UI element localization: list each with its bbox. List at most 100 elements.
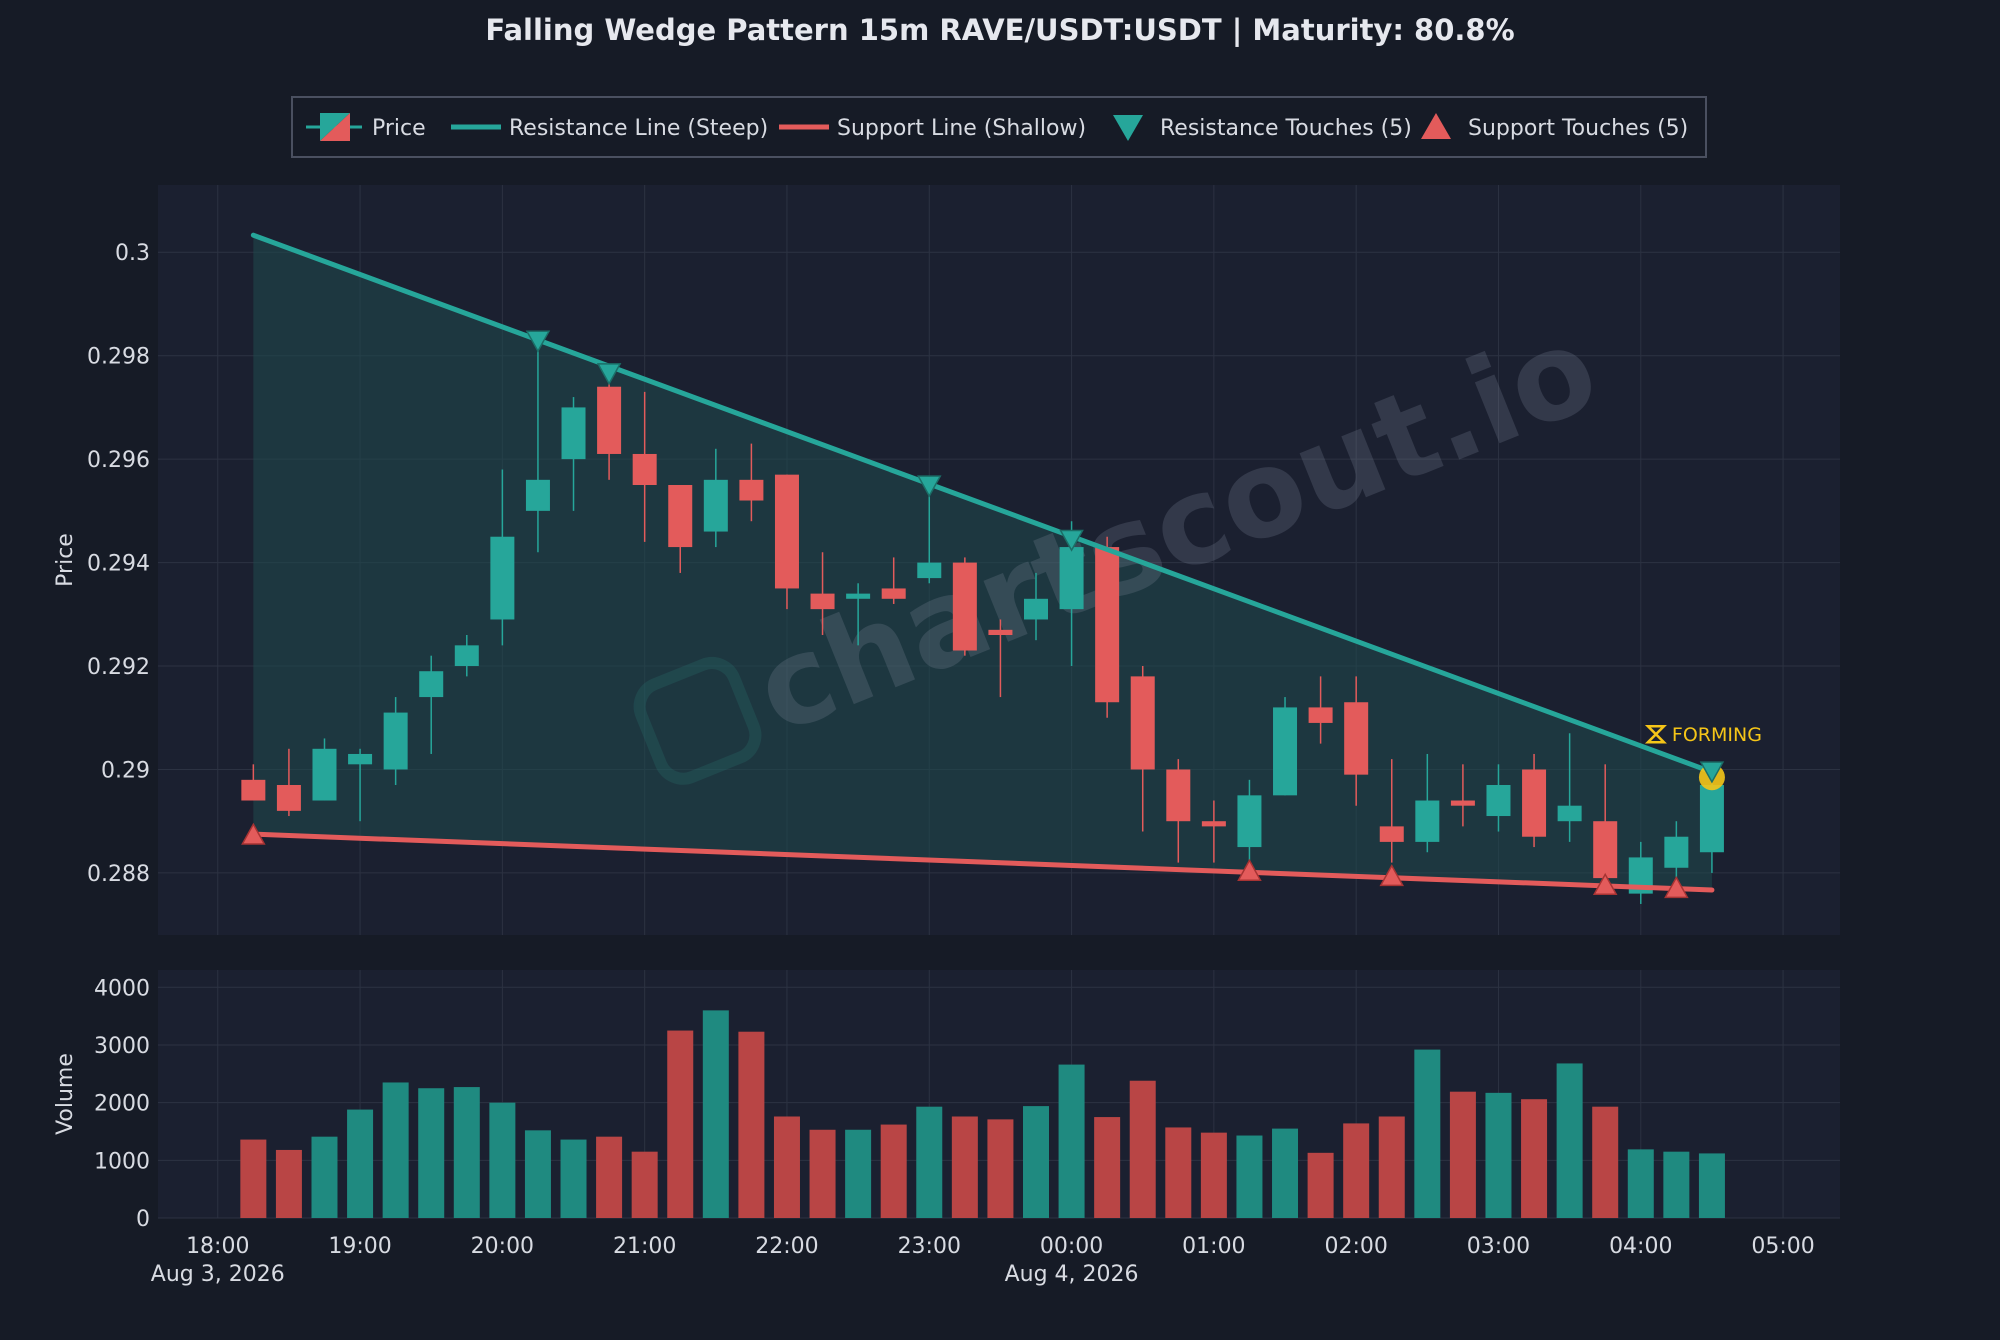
legend-box bbox=[291, 96, 1707, 158]
candle-body bbox=[703, 479, 728, 532]
candle-body bbox=[312, 748, 337, 801]
volume-tick-label: 4000 bbox=[94, 976, 150, 1001]
candle-body bbox=[1237, 795, 1262, 848]
candle-body bbox=[739, 479, 764, 501]
support-touch-marker bbox=[1379, 864, 1405, 887]
volume-bar bbox=[275, 1149, 302, 1218]
volume-bar bbox=[631, 1151, 658, 1218]
candle-body bbox=[988, 629, 1013, 635]
volume-axis-label: Volume bbox=[53, 1053, 78, 1135]
volume-bar bbox=[1627, 1149, 1654, 1218]
price-tick-label: 0.288 bbox=[87, 862, 150, 887]
support-line bbox=[250, 831, 1715, 893]
legend-label: Support Line (Shallow) bbox=[837, 116, 1086, 141]
price-tick-label: 0.292 bbox=[87, 655, 150, 680]
candle-body bbox=[810, 593, 835, 610]
candle-body bbox=[952, 562, 977, 651]
time-tick-label: 22:00 bbox=[755, 1234, 818, 1259]
watermark-logo-icon bbox=[633, 657, 762, 785]
candle-body bbox=[1415, 800, 1440, 842]
time-tick-label: 00:00 bbox=[1040, 1234, 1103, 1259]
candle-body bbox=[1059, 547, 1084, 610]
volume-bar bbox=[1129, 1080, 1156, 1218]
volume-bar bbox=[524, 1130, 551, 1218]
support-touch-marker bbox=[241, 822, 266, 845]
candle-body bbox=[1486, 785, 1511, 817]
volume-bar bbox=[1343, 1123, 1370, 1218]
volume-bar bbox=[1022, 1106, 1049, 1218]
candle-body bbox=[1273, 707, 1298, 796]
legend-label: Support Touches (5) bbox=[1468, 116, 1688, 141]
resistance-touch-marker bbox=[1059, 529, 1084, 552]
time-tick-label: 03:00 bbox=[1467, 1234, 1530, 1259]
candle-body bbox=[419, 671, 444, 698]
volume-bar bbox=[809, 1129, 836, 1218]
resistance-touch-marker bbox=[916, 475, 942, 498]
volume-bar bbox=[1414, 1049, 1441, 1218]
candle-body bbox=[241, 779, 266, 801]
volume-bar bbox=[1200, 1132, 1227, 1218]
volume-bar bbox=[1094, 1117, 1121, 1218]
hourglass-shape bbox=[1644, 724, 1667, 744]
candle-body bbox=[774, 474, 799, 589]
volume-bar bbox=[702, 1010, 729, 1218]
date-label: Aug 4, 2026 bbox=[1005, 1262, 1139, 1287]
candle-body bbox=[632, 453, 657, 485]
volume-bar bbox=[240, 1139, 267, 1218]
candle-body bbox=[881, 588, 906, 599]
support-touch-marker bbox=[1664, 875, 1689, 899]
legend-price-swatch-bear bbox=[320, 113, 350, 141]
volume-bar bbox=[347, 1109, 374, 1218]
candle-body bbox=[668, 485, 693, 548]
candle-body bbox=[1344, 702, 1369, 775]
candle-body bbox=[525, 479, 550, 511]
candle-body bbox=[1201, 821, 1226, 827]
volume-bar bbox=[773, 1116, 800, 1218]
volume-bar bbox=[880, 1124, 907, 1218]
resistance-touch-marker bbox=[596, 363, 622, 386]
volume-bar bbox=[1592, 1106, 1619, 1218]
candle-body bbox=[561, 407, 586, 460]
candle-body bbox=[597, 386, 622, 454]
support-touch-marker bbox=[1592, 872, 1618, 895]
resistance-line bbox=[250, 232, 1715, 775]
volume-bar bbox=[667, 1030, 694, 1218]
volume-bar bbox=[1165, 1127, 1192, 1218]
time-tick-label: 20:00 bbox=[471, 1234, 534, 1259]
candle-body bbox=[1450, 800, 1475, 806]
candle-body bbox=[1308, 707, 1333, 723]
volume-bar bbox=[1698, 1153, 1725, 1218]
volume-bar bbox=[845, 1129, 872, 1218]
volume-bar bbox=[453, 1087, 480, 1218]
volume-bar bbox=[560, 1139, 587, 1218]
volume-bar bbox=[1378, 1116, 1405, 1218]
date-label: Aug 3, 2026 bbox=[151, 1262, 285, 1287]
volume-panel: 0 1000 2000 3000 4000 Volume bbox=[53, 970, 1840, 1232]
volume-bar bbox=[1449, 1091, 1476, 1218]
chart-title: Falling Wedge Pattern 15m RAVE/USDT:USDT… bbox=[485, 13, 1514, 47]
price-axis-label: Price bbox=[53, 533, 78, 587]
candle-body bbox=[1557, 805, 1582, 822]
volume-bar bbox=[738, 1031, 765, 1218]
volume-tick-label: 0 bbox=[136, 1207, 150, 1232]
candle-body bbox=[1664, 836, 1689, 868]
candle-body bbox=[1522, 769, 1547, 837]
volume-tick-label: 1000 bbox=[94, 1149, 150, 1174]
volume-bar bbox=[987, 1119, 1014, 1218]
volume-bar bbox=[418, 1088, 445, 1218]
volume-bar bbox=[596, 1136, 623, 1218]
time-tick-label: 19:00 bbox=[328, 1234, 391, 1259]
candle-body bbox=[846, 593, 871, 599]
volume-bar bbox=[311, 1136, 338, 1218]
candle-body bbox=[490, 536, 515, 620]
volume-bar bbox=[1663, 1151, 1690, 1218]
candle-body bbox=[348, 753, 373, 765]
time-tick-label: 18:00 bbox=[186, 1234, 249, 1259]
candle-body bbox=[1095, 547, 1120, 703]
time-tick-label: 23:00 bbox=[898, 1234, 961, 1259]
resistance-touch-marker bbox=[1699, 761, 1725, 784]
volume-bar bbox=[916, 1106, 943, 1218]
volume-bar bbox=[951, 1116, 978, 1218]
